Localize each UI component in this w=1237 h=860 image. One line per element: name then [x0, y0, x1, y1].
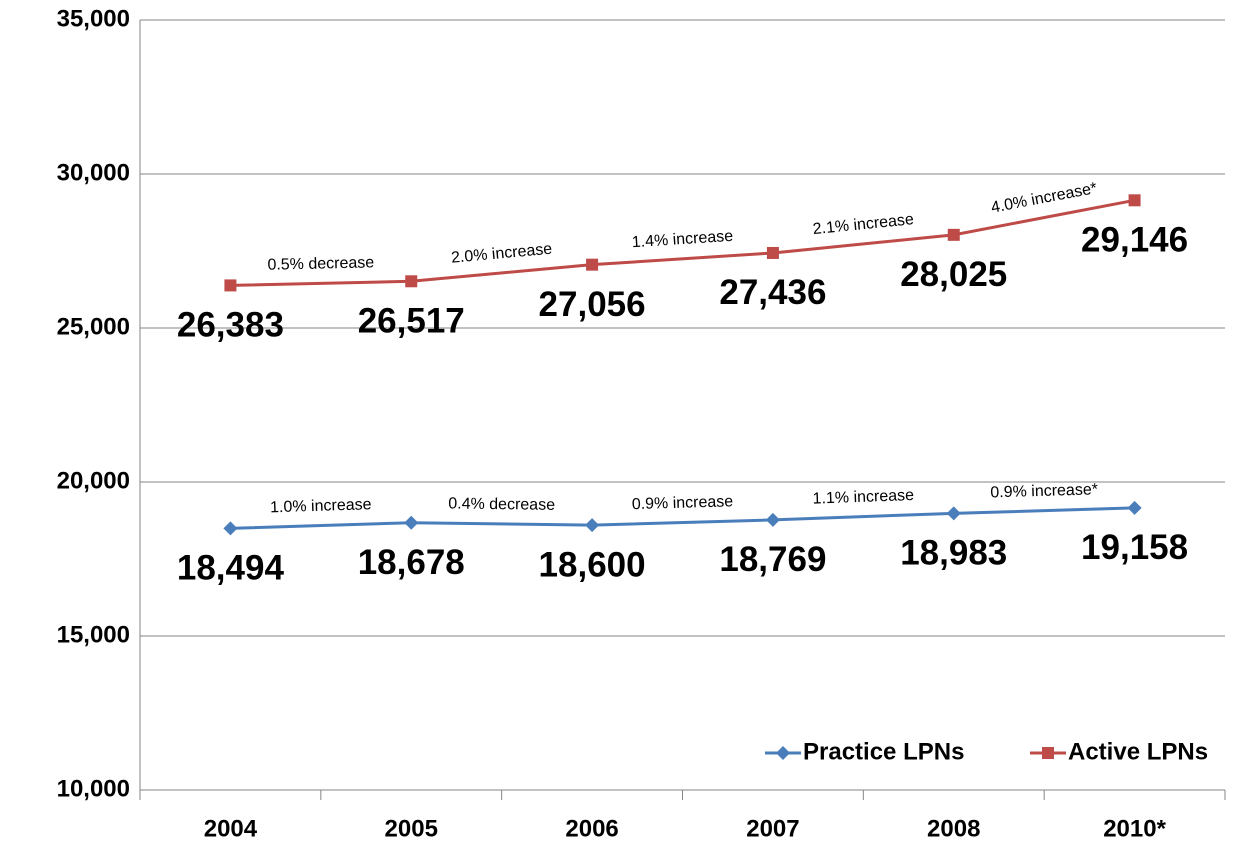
x-tick-label: 2006: [565, 815, 618, 842]
marker: [766, 246, 779, 259]
y-tick-label: 25,000: [57, 313, 130, 340]
x-tick-label: 2004: [204, 815, 258, 842]
data-label: 18,678: [358, 543, 465, 582]
legend-marker: [1042, 747, 1054, 759]
annotation: 2.1% increase: [812, 211, 915, 238]
y-tick-label: 20,000: [57, 467, 130, 494]
marker: [765, 512, 780, 527]
y-tick-label: 30,000: [57, 159, 130, 186]
y-tick-label: 35,000: [57, 5, 130, 32]
legend-marker: [776, 746, 790, 760]
annotation: 1.0% increase: [270, 496, 372, 516]
data-label: 18,983: [900, 534, 1007, 573]
data-label: 18,600: [539, 545, 646, 584]
x-tick-label: 2008: [927, 815, 980, 842]
legend-label: Practice LPNs: [803, 738, 964, 765]
marker: [946, 506, 961, 521]
annotation: 1.1% increase: [812, 487, 914, 508]
annotation: 0.9% increase: [632, 493, 734, 513]
data-label: 27,056: [539, 285, 646, 324]
data-label: 26,383: [177, 306, 284, 345]
marker: [1127, 500, 1142, 515]
marker: [1128, 194, 1141, 207]
marker: [223, 521, 238, 536]
data-label: 18,769: [719, 540, 826, 579]
data-label: 28,025: [900, 255, 1007, 294]
data-label: 18,494: [177, 549, 285, 588]
marker: [224, 279, 237, 292]
marker: [586, 258, 599, 271]
x-tick-label: 2007: [746, 815, 799, 842]
marker: [405, 275, 418, 288]
y-tick-label: 15,000: [57, 621, 130, 648]
data-label: 27,436: [719, 273, 826, 312]
data-label: 19,158: [1081, 528, 1188, 567]
legend-label: Active LPNs: [1068, 738, 1208, 765]
data-label: 29,146: [1081, 221, 1188, 260]
x-tick-label: 2005: [385, 815, 438, 842]
marker: [404, 515, 419, 530]
line: [230, 506, 1135, 530]
marker: [585, 518, 600, 533]
annotation: 0.9% increase*: [990, 481, 1098, 501]
line: [230, 198, 1135, 287]
annotation: 1.4% increase: [631, 228, 733, 252]
data-label: 26,517: [358, 302, 465, 341]
annotation: 0.4% decrease: [448, 495, 555, 513]
marker: [947, 228, 960, 241]
annotation: 0.5% decrease: [267, 254, 374, 273]
y-tick-label: 10,000: [57, 775, 130, 802]
annotation: 2.0% increase: [450, 241, 553, 267]
x-tick-label: 2010*: [1103, 815, 1166, 842]
